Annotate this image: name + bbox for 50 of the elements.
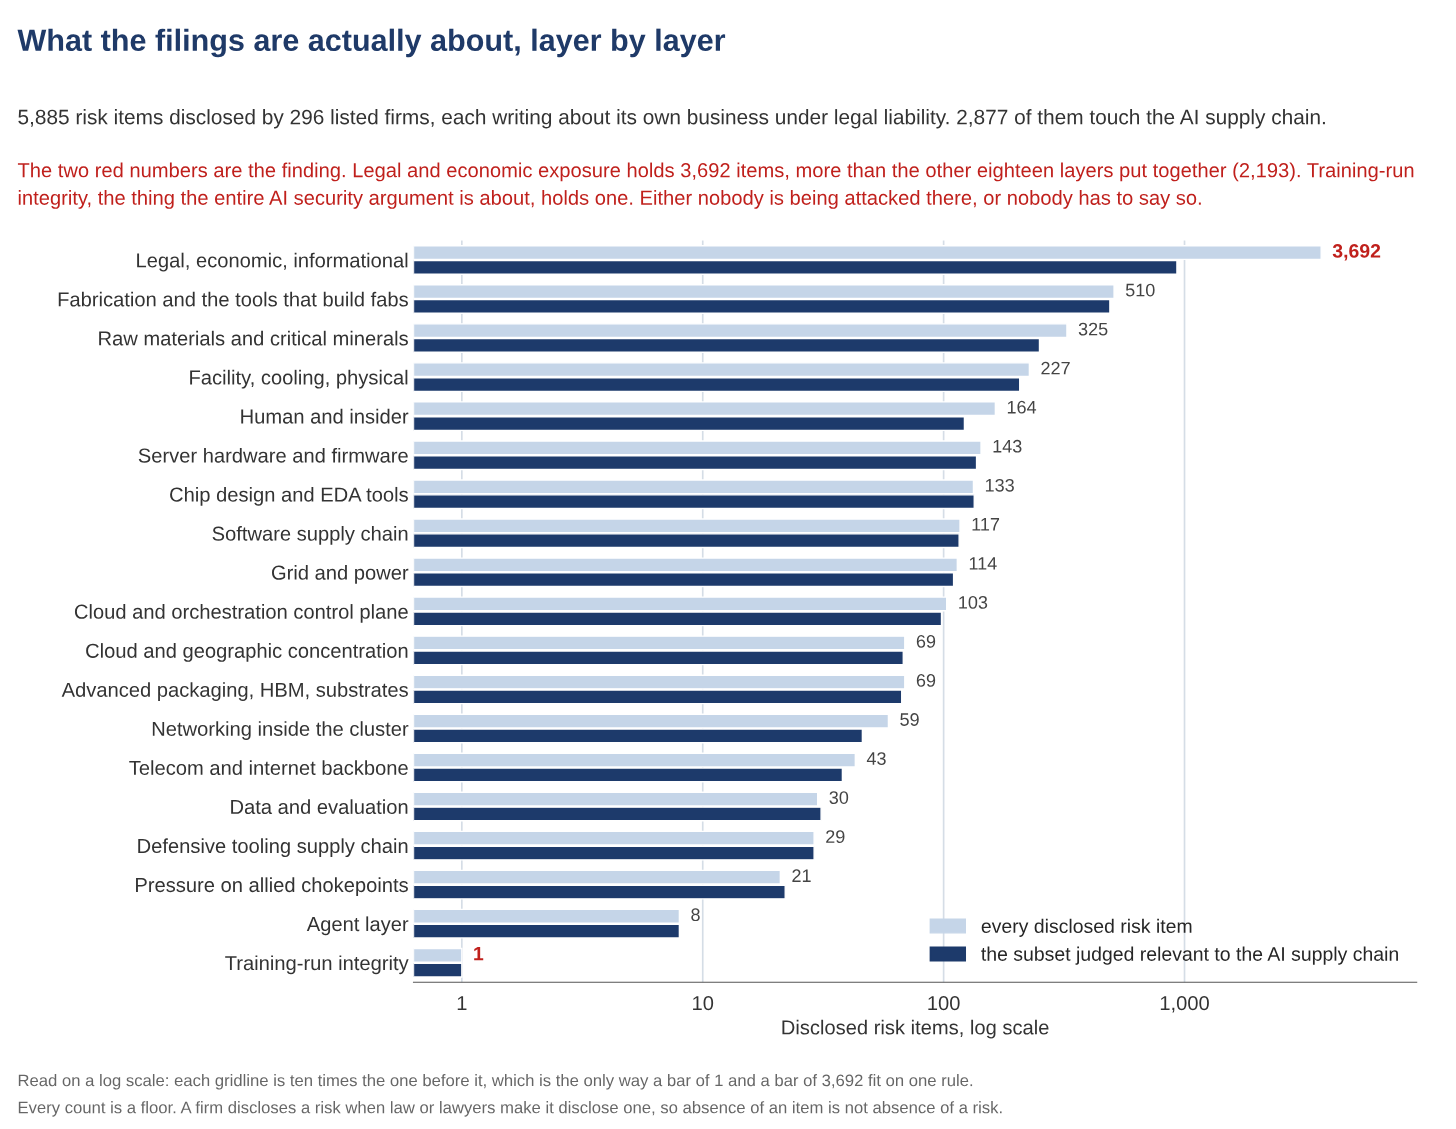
y-tick-label: Pressure on allied chokepoints: [136, 877, 408, 897]
text: Read on a log scale: each gridline is ten times the one before it, which is the only way a bar of 1 and a bar of 3,692 fit on one rule.: [18, 1074, 973, 1090]
y-tick-label: Telecom and internet backbone: [129, 760, 408, 776]
y-tick-label: Defensive tooling supply chain: [138, 838, 408, 858]
x-tick-label: 100: [928, 995, 960, 1011]
data-label: 164: [1007, 400, 1037, 414]
legend-label: the subset judged relevant to the AI supply chain: [981, 946, 1398, 965]
y-tick-label: Networking inside the cluster: [152, 721, 409, 740]
text: The two red numbers are the finding. Legal and economic exposure holds 3,692 items, more than the other eighteen layers put together (2,193). Training-run integrity, the thing the entire AI security argument is about, holds one. Either nobody is being attacked there, or nobody has to say so.: [17, 162, 1414, 209]
y-tick-label: Grid and power: [271, 565, 409, 584]
annotation: 1: [474, 946, 484, 961]
data-label: 103: [959, 596, 988, 609]
data-label: 29: [826, 830, 845, 844]
data-label: 43: [866, 752, 886, 765]
data-label: 133: [985, 478, 1014, 492]
text: Every count is a floor. A firm discloses a risk when law or lawyers make it disclose one, so absence of an item is not absence of a risk.: [18, 1101, 1002, 1117]
data-label: 114: [969, 557, 997, 570]
x-tick-label: 10: [693, 995, 714, 1011]
y-tick-label: Facility, cooling, physical: [190, 369, 408, 389]
y-tick-label: Server hardware and firmware: [138, 447, 408, 463]
x-tick-label: 1: [457, 996, 467, 1011]
x-axis-title: Disclosed risk items, log scale: [782, 1019, 1049, 1039]
y-tick-label: Advanced packaging, HBM, substrates: [61, 682, 408, 701]
y-tick-label: Data and evaluation: [231, 799, 408, 815]
data-label: 325: [1078, 322, 1108, 336]
data-label: 510: [1125, 283, 1155, 297]
data-label: 30: [829, 791, 849, 804]
data-label: 143: [993, 439, 1022, 453]
data-label: 117: [972, 518, 1000, 531]
y-tick-label: Chip design and EDA tools: [170, 486, 408, 506]
y-tick-label: Human and insider: [241, 408, 409, 424]
y-tick-label: Fabrication and the tools that build fabs: [58, 291, 408, 307]
y-tick-label: Agent layer: [306, 916, 409, 936]
x-tick-label: 1,000: [1160, 995, 1209, 1013]
data-label: 69: [916, 674, 936, 687]
y-tick-label: Training-run integrity: [225, 955, 409, 975]
data-label: 227: [1041, 361, 1070, 375]
annotation: 3,692: [1332, 244, 1381, 261]
y-tick-label: Software supply chain: [212, 525, 408, 545]
data-label: 69: [916, 635, 936, 648]
y-tick-label: Raw materials and critical minerals: [99, 330, 408, 346]
y-tick-label: Cloud and orchestration control plane: [74, 604, 408, 623]
legend-label: every disclosed risk item: [981, 918, 1192, 937]
y-tick-label: Legal, economic, informational: [137, 252, 408, 272]
chart-title: What the filings are actually about, layer by layer: [17, 28, 726, 58]
y-tick-label: Cloud and geographic concentration: [86, 643, 408, 662]
chart-subtitle: 5,885 risk items disclosed by 296 listed firms, each writing about its own business under legal liability. 2,877 of them touch the AI supply chain.: [18, 109, 1325, 129]
data-label: 59: [900, 713, 919, 726]
data-label: 8: [691, 908, 700, 922]
data-label: 21: [792, 869, 811, 882]
